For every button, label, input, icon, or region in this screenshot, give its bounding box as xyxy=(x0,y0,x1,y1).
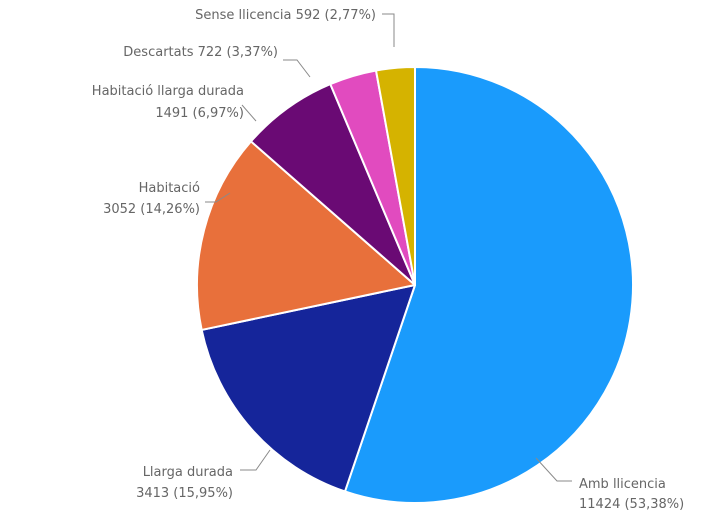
leader-amb-llicencia xyxy=(535,457,572,482)
leader-habitacio xyxy=(205,192,231,203)
pie-slice-llarga-durada[interactable] xyxy=(200,284,416,493)
leader-descartats xyxy=(283,59,311,78)
pie-slice-habitaci-llarga-durada[interactable] xyxy=(249,83,416,286)
label-sense-llicencia: Sense llicencia 592 (2,77%) xyxy=(195,8,376,23)
label-amb-llicencia-value: 11424 (53,38%) xyxy=(579,497,684,512)
pie-slice-amb-llicencia[interactable] xyxy=(343,66,634,504)
label-habitacio-value: 3052 (14,26%) xyxy=(103,202,200,217)
leader-lines xyxy=(205,13,572,482)
leader-sense-llicencia xyxy=(382,13,395,47)
label-amb-llicencia-name: Amb llicencia xyxy=(579,477,666,492)
label-descartats: Descartats 722 (3,37%) xyxy=(123,45,278,60)
pie-slice-habitaci-[interactable] xyxy=(196,140,416,331)
label-habitacio-llarga-durada-name: Habitació llarga durada xyxy=(92,84,244,99)
label-habitacio-llarga-durada-value: 1491 (6,97%) xyxy=(155,106,244,121)
label-llarga-durada-value: 3413 (15,95%) xyxy=(136,486,233,501)
leader-habitacio-llarga-durada xyxy=(241,104,257,122)
data-labels: Amb llicencia 11424 (53,38%) Llarga dura… xyxy=(92,8,684,512)
label-habitacio-name: Habitació xyxy=(139,181,200,196)
label-llarga-durada-name: Llarga durada xyxy=(143,465,233,480)
pie-slice-sense-llicencia[interactable] xyxy=(375,66,416,286)
leader-llarga-durada xyxy=(240,449,271,471)
pie-slices xyxy=(196,66,634,504)
